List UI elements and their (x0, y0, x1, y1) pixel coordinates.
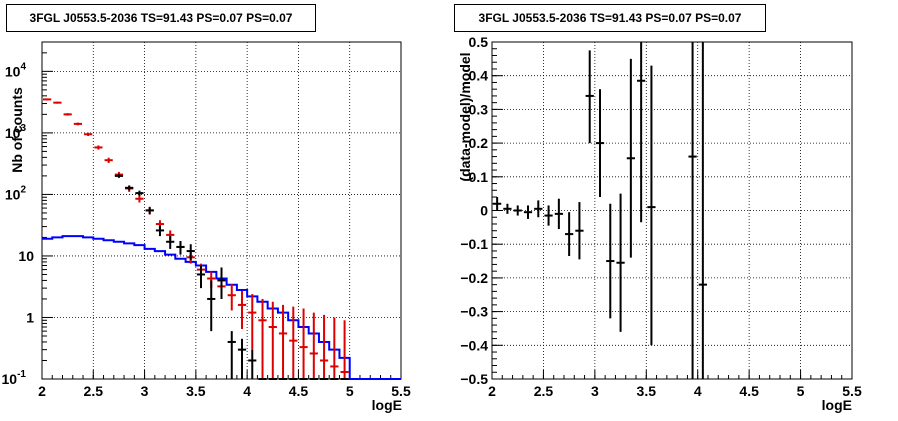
x-tick-label: 3.5 (637, 383, 657, 399)
left-x-axis-label: logE (372, 397, 402, 413)
right-plot: 2 2.5 3 3.5 4 4.5 5 5.5 −0.5 −0.4 −0.3 −0.2 −0.1 0 0.1… (460, 34, 862, 399)
x-tick-label: 3.5 (186, 383, 206, 399)
y-tick-label: −0.3 (460, 304, 488, 320)
x-tick-label: 4.5 (289, 383, 309, 399)
x-tick-label: 2 (38, 383, 46, 399)
x-tick-label: 3 (591, 383, 599, 399)
y-tick-label: 10-1 (2, 369, 27, 387)
y-tick-label: 0.5 (469, 34, 489, 50)
right-chart-title: 3FGL J0553.5-2036 TS=91.43 PS=0.07 PS=0.… (454, 4, 766, 32)
y-tick-label: 0.1 (469, 169, 489, 185)
model-step-line (42, 235, 401, 380)
plot-frame (41, 41, 402, 380)
y-tick-label: 102 (5, 184, 27, 202)
y-tick-label: 1 (26, 309, 34, 325)
y-tick-label: 0.4 (469, 68, 489, 84)
x-tick-label: 5.5 (842, 383, 862, 399)
y-tick-label: 0.3 (469, 101, 489, 117)
left-chart-title: 3FGL J0553.5-2036 TS=91.43 PS=0.07 PS=0.… (6, 4, 316, 32)
y-tick-label: 104 (5, 61, 27, 79)
x-tick-label: 4 (694, 383, 702, 399)
x-tick-label: 4 (243, 383, 251, 399)
right-x-axis-label: logE (822, 397, 852, 413)
left-y-axis-label: Nb of counts (9, 87, 25, 173)
x-tick-label: 5 (797, 383, 805, 399)
y-tick-label: −0.2 (460, 270, 488, 286)
left-plot: 2 2.5 3 3.5 4 4.5 5 5.5 10-1 1 10 102 103 104 (2, 41, 411, 399)
x-tick-label: 2.5 (84, 383, 104, 399)
x-tick-label: 2 (488, 383, 496, 399)
y-tick-label: −0.5 (460, 371, 488, 387)
y-tick-label: 0 (480, 203, 488, 219)
x-tick-label: 5 (346, 383, 354, 399)
y-tick-label: 103 (5, 123, 27, 141)
right-y-axis-label: (data-model)/model (457, 52, 473, 181)
x-tick-label: 4.5 (739, 383, 759, 399)
y-tick-label: −0.1 (460, 236, 488, 252)
y-tick-label: 0.2 (469, 135, 489, 151)
x-tick-label: 5.5 (391, 383, 411, 399)
x-tick-label: 3 (141, 383, 149, 399)
x-tick-label: 2.5 (534, 383, 554, 399)
y-tick-label: −0.4 (460, 337, 488, 353)
y-tick-label: 10 (18, 248, 34, 264)
